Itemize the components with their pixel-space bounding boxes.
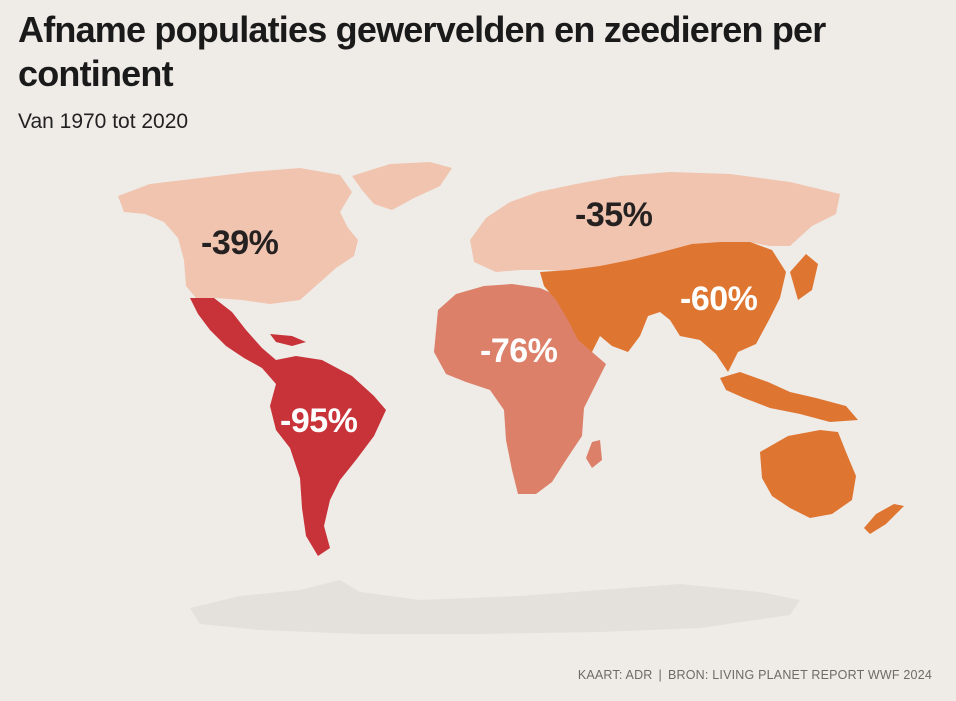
label-asia-pacific: -60%	[680, 280, 758, 318]
world-map	[118, 162, 904, 634]
source-credit: KAART: ADR | BRON: LIVING PLANET REPORT WW…	[578, 668, 932, 682]
map-title: Afname populaties gewervelden en zeedier…	[18, 9, 826, 94]
europe-asia-shape	[470, 172, 840, 272]
latin-america-shape	[190, 298, 386, 556]
asia-pacific-shape	[540, 242, 904, 534]
antarctica-shape	[190, 580, 800, 634]
label-latin-america: -95%	[280, 402, 358, 440]
label-africa: -76%	[480, 332, 558, 370]
data-source: BRON: LIVING PLANET REPORT WWF 2024	[667, 668, 932, 682]
label-europe-asia: -35%	[575, 196, 653, 234]
north-america-shape	[118, 162, 452, 304]
label-north-america: -39%	[201, 224, 279, 262]
map-subtitle: Van 1970 tot 2020	[18, 110, 189, 133]
map-credit: KAART: ADR	[577, 668, 653, 682]
source-separator: |	[658, 668, 662, 682]
africa-shape	[434, 284, 606, 494]
